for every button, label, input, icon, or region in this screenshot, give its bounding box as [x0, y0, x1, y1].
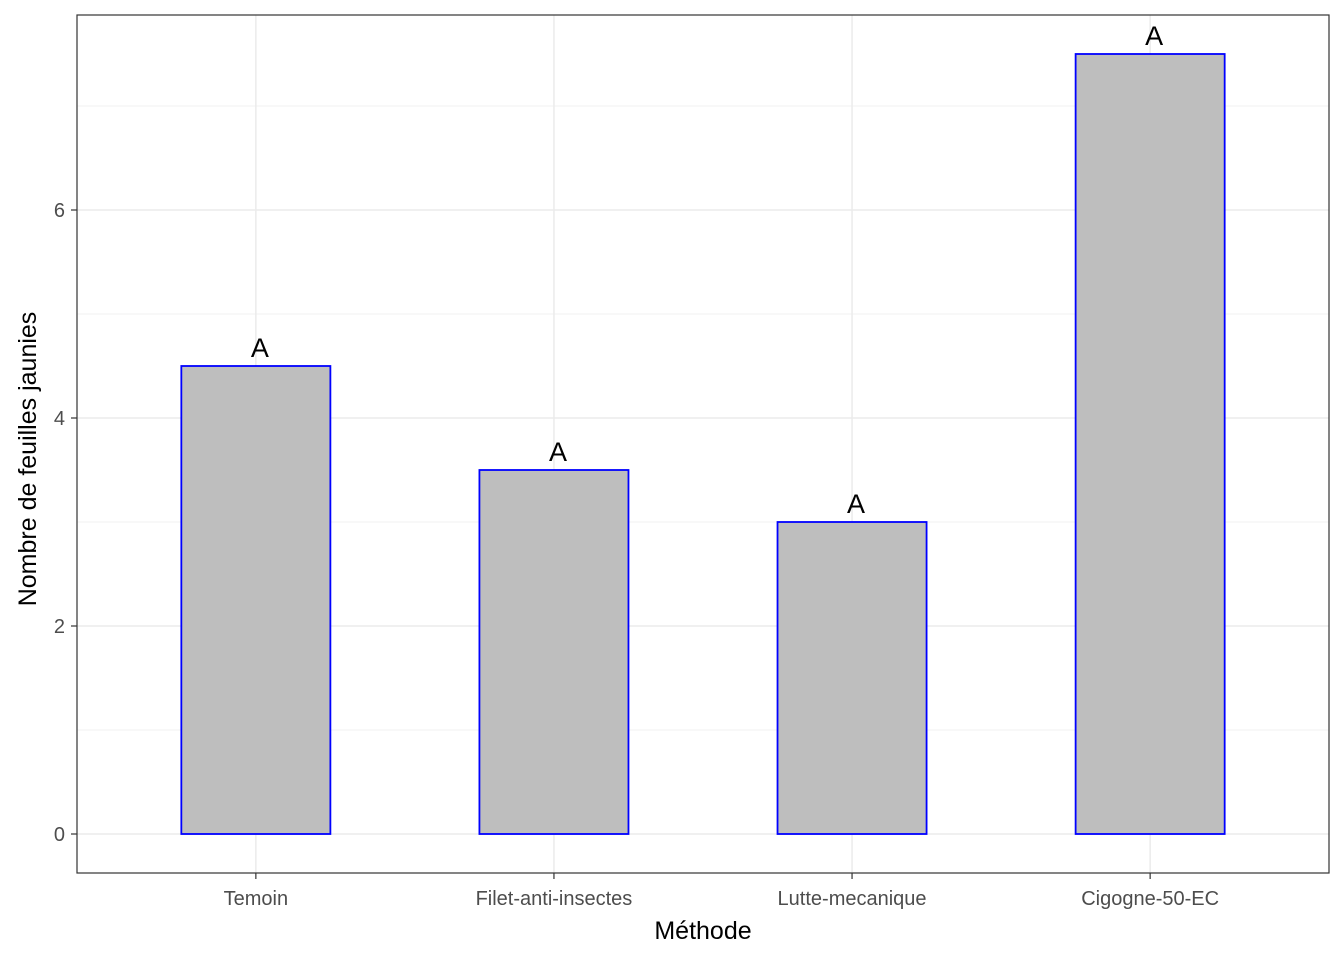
x-tick-label: Temoin: [224, 888, 288, 910]
bars: [180, 53, 1226, 835]
bar-filet-anti-insectes: [478, 469, 630, 835]
bar-labels: A A A A: [251, 21, 1163, 519]
y-axis: 0 2 4 6: [54, 200, 77, 846]
bar-temoin: [180, 365, 332, 835]
y-axis-title: Nombre de feuilles jaunies: [14, 312, 42, 607]
x-tick-label: Filet-anti-insectes: [476, 888, 633, 910]
x-axis: Temoin Filet-anti-insectes Lutte-mecanique…: [224, 873, 1219, 910]
y-tick-label: 2: [54, 616, 65, 638]
bar-label: A: [251, 333, 269, 363]
x-tick-label: Lutte-mecanique: [778, 888, 927, 910]
x-axis-title: Méthode: [654, 917, 751, 945]
bar-label: A: [1145, 21, 1163, 51]
bar-label: A: [549, 437, 567, 467]
panel-border: [76, 14, 1330, 874]
bar-cigogne-50-ec: [1074, 53, 1226, 835]
y-tick-label: 4: [54, 408, 65, 430]
bar-label: A: [847, 489, 865, 519]
bar-lutte-mecanique: [776, 521, 928, 835]
x-tick-label: Cigogne-50-EC: [1081, 888, 1219, 910]
y-tick-label: 6: [54, 200, 65, 222]
y-tick-label: 0: [54, 824, 65, 846]
